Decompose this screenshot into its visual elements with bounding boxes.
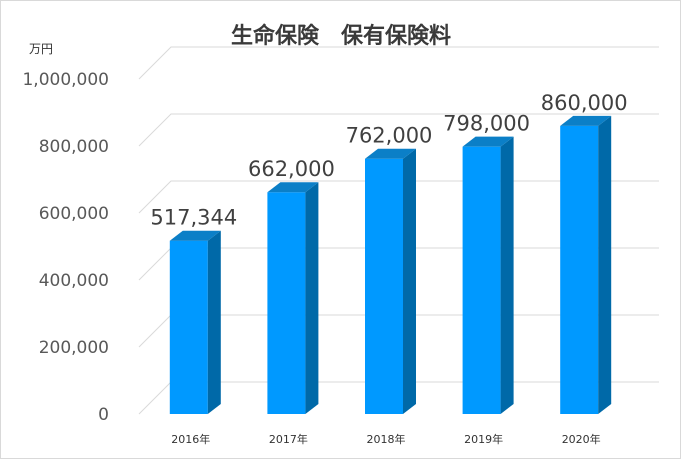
bar xyxy=(365,148,416,415)
bar xyxy=(169,230,221,414)
bar-side xyxy=(207,230,221,414)
bar xyxy=(462,136,514,415)
y-tick-label: 400,000 xyxy=(39,271,109,291)
bar-front xyxy=(560,125,599,415)
bar-top xyxy=(169,230,221,241)
bars xyxy=(169,115,612,415)
x-tick-label: 2018年 xyxy=(367,432,406,446)
bar-side xyxy=(403,148,416,415)
bar xyxy=(267,182,319,414)
data-label: 662,000 xyxy=(248,157,335,181)
y-tick-label: 800,000 xyxy=(39,137,109,157)
y-tick-label: 200,000 xyxy=(39,338,109,358)
chart-title: 生命保険 保有保険料 xyxy=(231,23,451,49)
bar-top xyxy=(267,182,319,193)
x-tick-label: 2016年 xyxy=(171,432,210,446)
bar-top xyxy=(365,148,416,159)
bar-side xyxy=(598,115,612,415)
data-label: 762,000 xyxy=(346,124,433,148)
bar-front xyxy=(365,158,403,414)
x-tick-label: 2017年 xyxy=(269,432,308,446)
bar-top xyxy=(560,115,612,126)
gridline xyxy=(138,113,659,147)
x-tick-label: 2019年 xyxy=(464,432,503,446)
bar-top xyxy=(462,136,514,147)
x-axis-ticks: 2016年 2017年 2018年 2019年 2020年 xyxy=(171,432,600,446)
data-labels: 517,344 662,000 762,000 798,000 860,000 xyxy=(150,91,627,230)
data-label: 860,000 xyxy=(541,91,628,115)
y-tick-label: 0 xyxy=(98,405,109,425)
unit-label: 万円 xyxy=(29,42,53,56)
bar-front xyxy=(462,146,501,415)
bar-front xyxy=(267,192,306,414)
x-tick-label: 2020年 xyxy=(562,432,601,446)
data-label: 517,344 xyxy=(150,206,237,230)
gridline xyxy=(138,46,659,80)
data-label: 798,000 xyxy=(443,112,530,136)
y-tick-label: 600,000 xyxy=(39,204,109,224)
y-tick-label: 1,000,000 xyxy=(22,70,109,90)
bar-side xyxy=(500,136,514,415)
bar-side xyxy=(305,182,319,414)
bar xyxy=(560,115,612,415)
y-axis-ticks: 0 200,000 400,000 600,000 800,000 1,000,000 xyxy=(22,70,109,425)
bar-front xyxy=(169,240,208,414)
